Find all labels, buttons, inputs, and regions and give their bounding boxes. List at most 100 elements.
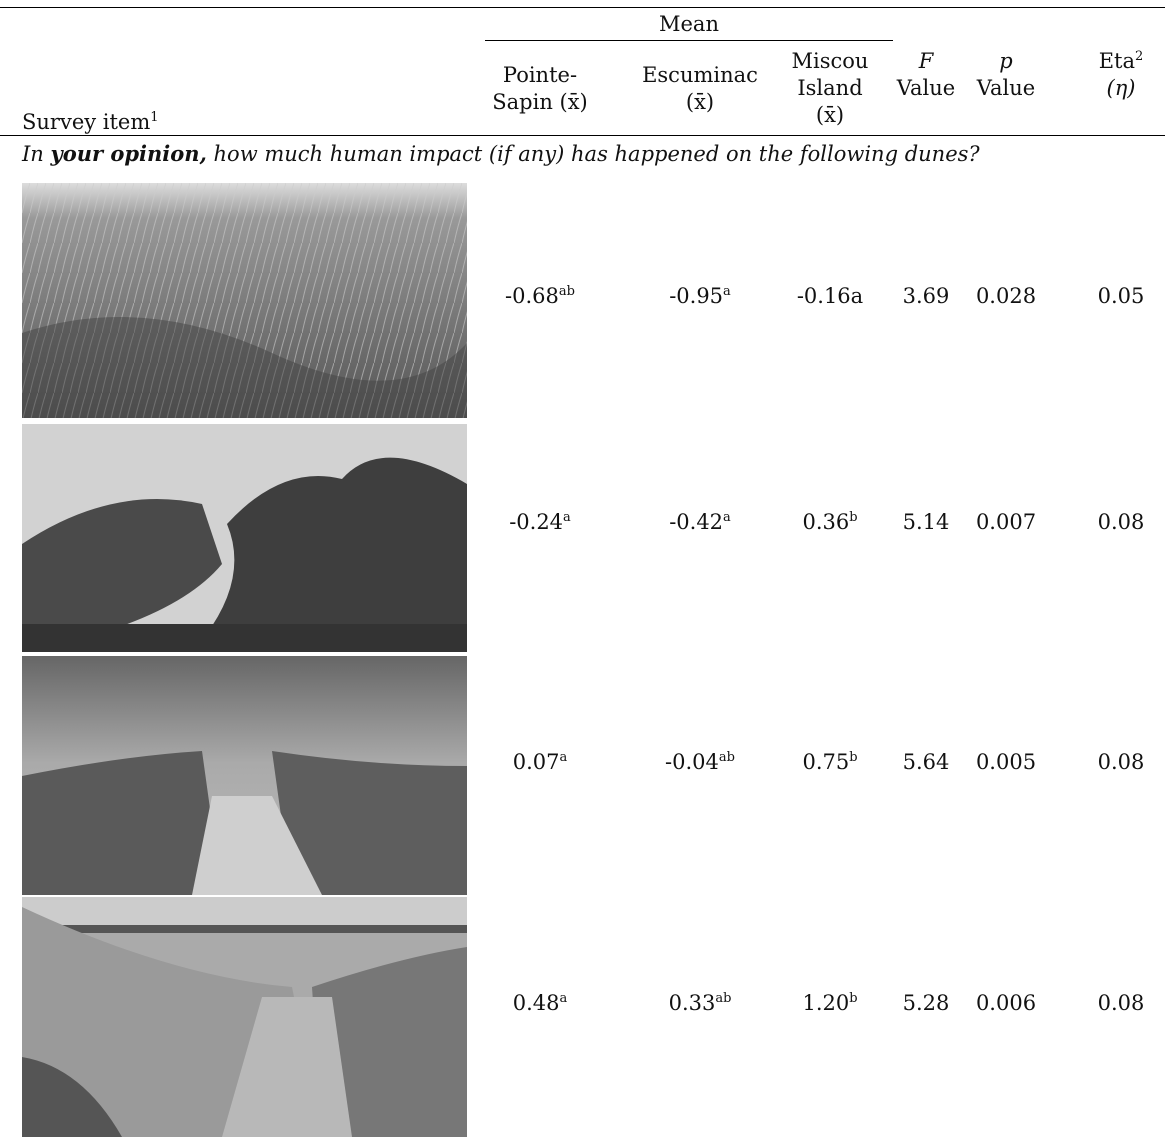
cell-sup: ab [715,991,732,1006]
top-rule [0,7,1165,8]
cell-value: 0.08 [1097,750,1145,774]
header-line: Escuminac [642,63,758,87]
header-line: Value [881,75,971,102]
prompt-text: how much human impact (if any) has happe… [206,142,980,166]
cell-value: -0.04 [665,750,719,774]
header-text: Value [896,76,956,100]
cell-value: 0.08 [1097,991,1145,1015]
table-cell: 0.05 [1056,284,1165,308]
cell-value: 0.33 [668,991,716,1015]
column-header: Miscou Island (x̄) [770,48,890,129]
table-cell: 0.48a [475,991,605,1015]
table-cell: 0.08 [1056,510,1165,534]
table-cell: 0.07a [475,750,605,774]
cell-value: 0.08 [1097,510,1145,534]
mean-header: Mean [659,12,719,36]
cell-value: 5.28 [902,991,950,1015]
table-cell: 5.14 [861,510,991,534]
prompt-text: In [22,142,51,166]
cell-value: 0.48 [512,991,560,1015]
table-cell: 0.36b [765,510,895,534]
table-cell: 0.33ab [635,991,765,1015]
table-cell: -0.16a [765,284,895,308]
cell-value: -0.95 [669,284,724,308]
cell-value: 5.14 [902,510,950,534]
cell-sup: b [849,510,858,525]
cell-value: -0.24 [509,510,564,534]
table-cell: -0.95a [635,284,765,308]
cell-sup: b [849,991,858,1006]
header-line: Sapin (x̄) [492,90,588,114]
table-cell: -0.24a [475,510,605,534]
header-line: F [881,48,971,75]
cell-value: 0.07 [512,750,560,774]
header-line: Pointe- [502,63,578,87]
table-cell: 0.08 [1056,991,1165,1015]
table-cell: 5.28 [861,991,991,1015]
footnote-mark: 1 [150,110,159,125]
cell-value: 0.75 [802,750,850,774]
cell-sup: ab [558,284,575,299]
header-text: Survey item [22,110,151,134]
cell-sup: a [559,750,568,765]
cell-value: -0.68 [505,284,559,308]
header-sup: 2 [1135,49,1144,64]
header-line: Eta2 [1081,48,1161,75]
header-line: (η) [1106,76,1136,100]
cell-value: 0.05 [1097,284,1145,308]
header-italic: p [999,49,1013,73]
cell-value: 3.69 [902,284,950,308]
header-line: Island [797,76,863,100]
table-cell: -0.42a [635,510,765,534]
cell-value: 0.028 [975,284,1037,308]
cell-value: 0.005 [975,750,1037,774]
cell-value: 0.006 [975,991,1037,1015]
column-header: Pointe- Sapin (x̄) [465,62,615,116]
header-rule [0,135,1165,136]
cell-value: 0.36 [802,510,850,534]
cell-sup: ab [718,750,735,765]
survey-item-header: Survey item1 [22,110,159,134]
table-cell: -0.04ab [635,750,765,774]
table-cell: 0.75b [765,750,895,774]
header-line: (x̄) [815,103,845,127]
table-cell: 5.64 [861,750,991,774]
column-header: Eta2 (η) [1081,48,1161,102]
header-text: Value [976,76,1036,100]
table-cell: 0.028 [941,284,1071,308]
table-cell: 1.20b [765,991,895,1015]
cell-value: -0.42 [669,510,724,534]
dune-photo [22,656,467,895]
dune-photo [22,424,467,652]
dune-photo [22,183,467,418]
cell-value: -0.16a [796,284,864,308]
cell-value: 5.64 [902,750,950,774]
cell-value: 1.20 [802,991,850,1015]
cell-sup: a [563,510,571,525]
dune-photo [22,897,467,1137]
table-cell: 0.007 [941,510,1071,534]
header-line: Miscou [791,49,869,73]
column-header: F Value [881,48,971,102]
cell-sup: a [723,510,731,525]
header-text: Eta [1098,49,1135,73]
table-cell: 3.69 [861,284,991,308]
table-cell: 0.005 [941,750,1071,774]
cell-sup: b [849,750,858,765]
column-header: p Value [961,48,1051,102]
header-line: p [961,48,1051,75]
table-cell: 0.006 [941,991,1071,1015]
cell-sup: a [559,991,568,1006]
header-line: Value [961,75,1051,102]
cell-value: 0.007 [975,510,1037,534]
mean-rule [485,40,893,41]
table-cell: -0.68ab [475,284,605,308]
header-italic: F [918,49,934,73]
column-header: Escuminac (x̄) [625,62,775,116]
prompt-bold: your opinion, [50,141,207,166]
header-line: (x̄) [685,90,715,114]
cell-sup: a [723,284,731,299]
prompt: In your opinion, how much human impact (… [22,141,980,166]
table-cell: 0.08 [1056,750,1165,774]
